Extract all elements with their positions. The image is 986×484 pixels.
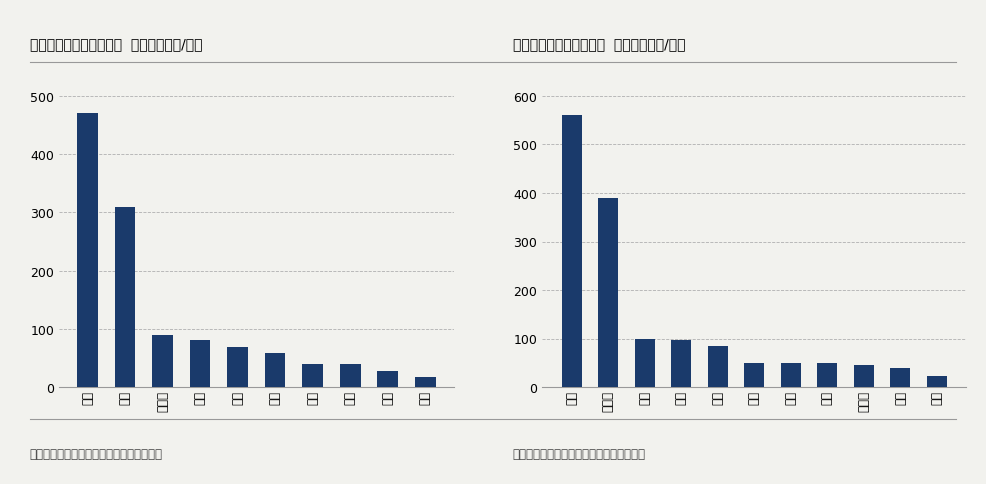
Bar	[744, 363, 764, 387]
Bar	[854, 365, 874, 387]
Text: 图：电解铝指标输出地区  （单位：万吨/年）: 图：电解铝指标输出地区 （单位：万吨/年）	[30, 37, 202, 51]
Bar	[340, 364, 361, 387]
Text: 图：电解铝指标输入地区  （单位：万吨/年）: 图：电解铝指标输入地区 （单位：万吨/年）	[513, 37, 685, 51]
Bar	[77, 114, 98, 387]
Bar	[817, 363, 837, 387]
Bar	[189, 341, 210, 387]
Bar	[890, 368, 910, 387]
Bar	[378, 371, 398, 387]
Bar	[114, 207, 135, 387]
Bar	[671, 341, 691, 387]
Bar	[152, 335, 173, 387]
Bar	[927, 377, 947, 387]
Bar	[635, 339, 655, 387]
Bar	[708, 346, 728, 387]
Bar	[265, 353, 286, 387]
Bar	[781, 363, 801, 387]
Bar	[599, 198, 618, 387]
Text: 数据来源：中国有色金属工业协会铝业分会: 数据来源：中国有色金属工业协会铝业分会	[513, 447, 646, 460]
Text: 数据来源：中国有色金属工业协会铝业分会: 数据来源：中国有色金属工业协会铝业分会	[30, 447, 163, 460]
Bar	[562, 116, 582, 387]
Bar	[303, 364, 323, 387]
Bar	[227, 348, 247, 387]
Bar	[415, 377, 436, 387]
